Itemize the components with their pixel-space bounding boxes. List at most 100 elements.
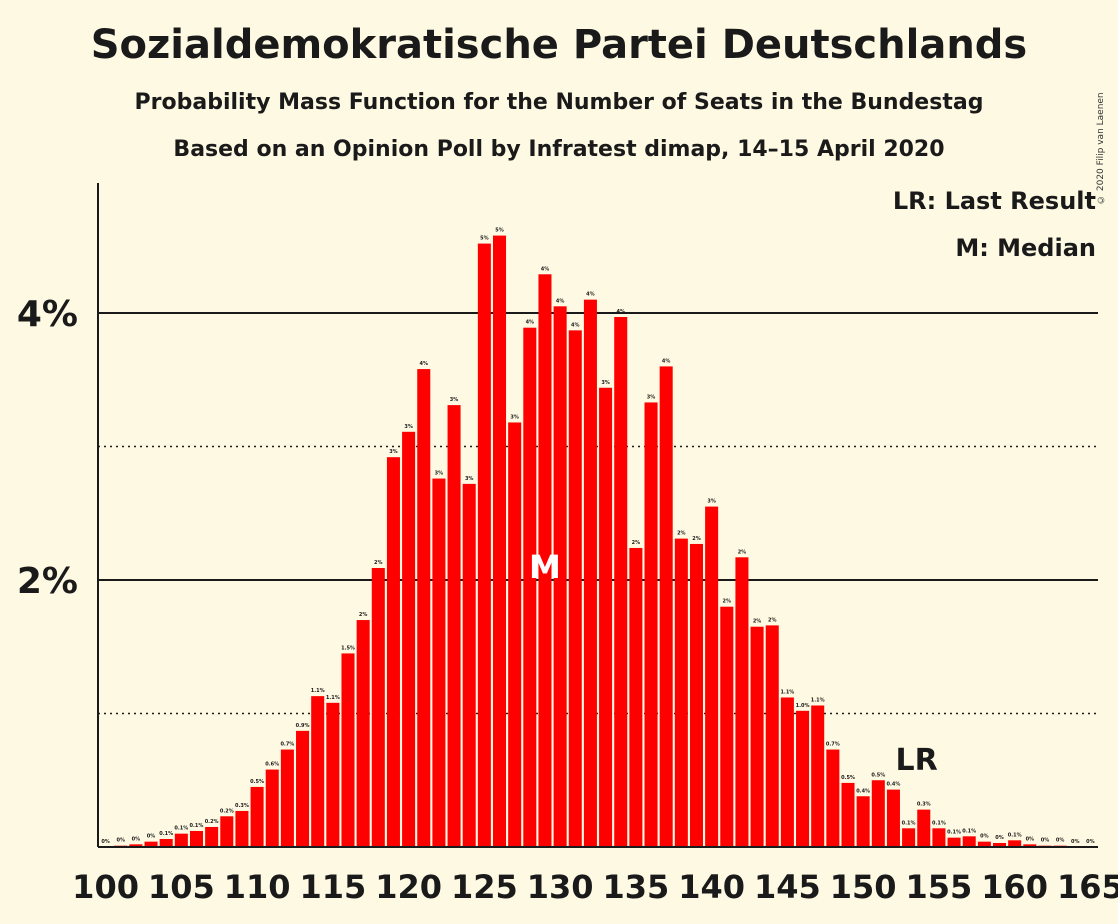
chart-source: Based on an Opinion Poll by Infratest di… (173, 137, 945, 162)
bar-123 (447, 405, 461, 847)
bar-label-131: 4% (571, 322, 580, 328)
x-tick-label: 110 (224, 868, 291, 906)
bar-label-145: 1.1% (780, 689, 794, 695)
bar-label-138: 2% (677, 531, 686, 537)
bar-label-106: 0.1% (190, 823, 204, 829)
bar-label-150: 0.4% (856, 788, 870, 794)
bar-149 (841, 782, 855, 847)
last-result-marker: LR (895, 743, 937, 778)
bar-label-151: 0.5% (871, 772, 885, 778)
bar-160 (1008, 840, 1022, 847)
bar-label-133: 3% (601, 380, 610, 386)
x-tick-label: 100 (72, 868, 139, 906)
bar-label-103: 0% (147, 834, 156, 840)
bar-150 (856, 796, 870, 847)
bar-label-102: 0% (132, 836, 141, 842)
bar-label-136: 3% (647, 394, 656, 400)
bar-108 (220, 816, 234, 847)
bar-147 (811, 705, 825, 847)
x-tick-label: 160 (981, 868, 1048, 906)
bar-142 (735, 557, 749, 847)
x-tick-label: 130 (527, 868, 594, 906)
bar-label-118: 2% (374, 560, 383, 566)
bar-label-114: 1.1% (311, 688, 325, 694)
bar-label-159: 0% (995, 835, 1004, 841)
bar-label-127: 3% (510, 414, 519, 420)
bar-102 (129, 844, 143, 847)
legend-median: M: Median (955, 234, 1096, 262)
bar-label-142: 2% (738, 549, 747, 555)
bar-label-108: 0.2% (220, 808, 234, 814)
x-tick-label: 135 (602, 868, 669, 906)
bar-120 (402, 431, 416, 847)
bar-113 (296, 730, 310, 847)
bar-label-122: 3% (435, 471, 444, 477)
bar-label-154: 0.3% (917, 802, 931, 808)
bar-label-152: 0.4% (887, 782, 901, 788)
x-tick-label: 145 (754, 868, 821, 906)
bar-label-146: 1.0% (796, 703, 810, 709)
bar-127 (508, 422, 522, 847)
bar-label-134: 4% (616, 309, 625, 315)
bar-114 (311, 696, 325, 847)
bar-label-117: 2% (359, 612, 368, 618)
bar-label-125: 5% (480, 236, 489, 242)
bar-117 (356, 620, 370, 847)
bar-label-124: 3% (465, 476, 474, 482)
bar-154 (917, 809, 931, 847)
chart-subtitle: Probability Mass Function for the Number… (134, 90, 984, 115)
x-tick-label: 125 (451, 868, 518, 906)
bar-label-157: 0.1% (962, 828, 976, 834)
bar-label-109: 0.3% (235, 803, 249, 809)
bar-label-115: 1.1% (326, 695, 340, 701)
x-tick-label: 165 (1057, 868, 1118, 906)
bar-133 (599, 387, 613, 847)
bar-label-137: 4% (662, 358, 671, 364)
bar-126 (493, 235, 507, 847)
bar-label-162: 0% (1041, 838, 1050, 844)
bar-128 (523, 327, 537, 847)
x-tick-label: 155 (906, 868, 973, 906)
bar-104 (159, 838, 173, 847)
bar-139 (689, 543, 703, 847)
bar-124 (462, 483, 476, 847)
y-tick-label: 2% (17, 561, 78, 602)
bar-143 (750, 626, 764, 847)
bar-155 (932, 828, 946, 847)
bar-136 (644, 402, 658, 847)
bar-label-107: 0.2% (205, 819, 219, 825)
bar-label-110: 0.5% (250, 779, 264, 785)
bar-label-111: 0.6% (265, 762, 279, 768)
bar-label-101: 0% (116, 838, 125, 844)
bar-label-128: 4% (526, 320, 535, 326)
bar-111 (265, 769, 279, 847)
bar-label-105: 0.1% (174, 826, 188, 832)
bar-148 (826, 749, 840, 847)
bar-152 (886, 789, 900, 847)
bar-label-119: 3% (389, 449, 398, 455)
bar-label-147: 1.1% (811, 697, 825, 703)
bar-label-149: 0.5% (841, 775, 855, 781)
bar-label-100: 0% (101, 839, 110, 845)
bar-label-140: 3% (707, 499, 716, 505)
bar-label-144: 2% (768, 617, 777, 623)
bar-label-120: 3% (404, 424, 413, 430)
bar-label-129: 4% (541, 266, 550, 272)
bar-132 (583, 299, 597, 847)
bar-label-165: 0% (1086, 839, 1095, 845)
bar-label-139: 2% (692, 536, 701, 542)
bar-label-155: 0.1% (932, 820, 946, 826)
bar-107 (205, 826, 219, 847)
bar-label-130: 4% (556, 298, 565, 304)
bar-118 (371, 567, 385, 847)
bar-label-132: 4% (586, 292, 595, 298)
chart-title: Sozialdemokratische Partei Deutschlands (90, 22, 1028, 68)
bar-106 (189, 830, 203, 847)
bar-label-163: 0% (1056, 838, 1065, 844)
bar-label-141: 2% (723, 599, 732, 605)
bar-158 (977, 841, 991, 847)
bar-145 (780, 697, 794, 847)
bar-label-121: 4% (420, 361, 429, 367)
x-tick-label: 150 (830, 868, 897, 906)
